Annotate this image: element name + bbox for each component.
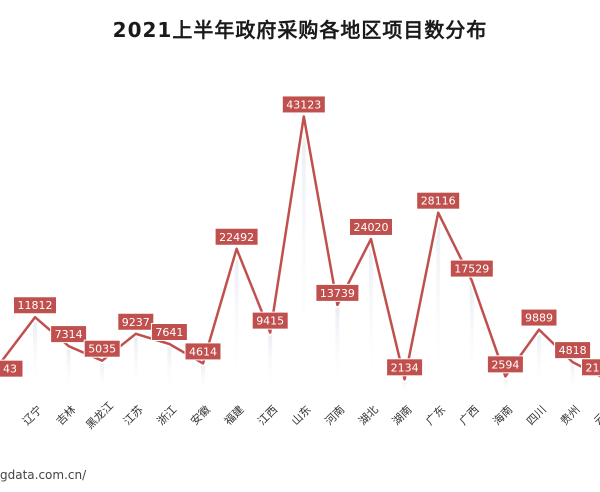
drop-line [301, 116, 306, 394]
data-label: 24020 [349, 217, 393, 236]
data-label: 28116 [416, 191, 461, 210]
x-tick-label: 安徽 [187, 402, 212, 427]
data-label-text: 4818 [559, 344, 587, 357]
x-tick-label: 湖北 [356, 403, 381, 428]
x-tick-label: 四川 [524, 403, 549, 428]
x-tick-label: 河南 [323, 403, 348, 428]
drop-line [100, 360, 105, 393]
series-line [1, 115, 600, 381]
drop-line [33, 317, 37, 393]
data-label: 43123 [281, 95, 326, 114]
data-label-text: 13739 [320, 287, 355, 300]
chart-title: 2021上半年政府采购各地区项目数分布 [112, 18, 488, 42]
x-tick-label: 浙江 [155, 403, 180, 428]
x-tick-label: 云南 [591, 403, 600, 428]
x-tick-label: 吉林 [53, 402, 78, 427]
drop-line [234, 248, 239, 393]
data-label-text: 24020 [354, 221, 389, 234]
data-label: 22492 [214, 227, 259, 246]
x-tick-label: 辽宁 [19, 402, 44, 427]
data-label: 5035 [83, 339, 121, 358]
data-label-text: 11812 [18, 299, 53, 312]
data-label: 9889 [520, 308, 558, 327]
x-tick-label: 江西 [255, 403, 280, 428]
data-label: 9415 [251, 311, 289, 330]
x-tick-label: 湖南 [390, 403, 415, 428]
drop-line [268, 332, 273, 393]
drop-line [167, 343, 172, 393]
drop-line [503, 376, 508, 393]
data-label-text: 17529 [454, 263, 489, 276]
drop-line [66, 346, 71, 393]
drop-line [201, 363, 205, 393]
data-label-text: 9237 [122, 316, 150, 329]
x-tick-label: 福建 [221, 402, 246, 427]
data-label-text: 2594 [491, 358, 519, 371]
x-tick-label: 黑龙江 [83, 399, 116, 432]
data-label: 4614 [184, 342, 222, 361]
x-tick-label: 广东 [423, 403, 448, 428]
drop-line [570, 362, 575, 393]
drop-line [369, 238, 373, 393]
data-label: 7641 [150, 322, 188, 341]
data-label: 2134 [386, 358, 424, 377]
drop-line [133, 333, 138, 393]
data-label-text: 5035 [88, 343, 116, 356]
data-label-text: 7314 [55, 328, 83, 341]
footer-url: gdata.com.cn/ [0, 468, 87, 482]
drop-line [436, 212, 441, 393]
data-label-text: 9889 [525, 312, 553, 325]
data-label-text: 22492 [219, 231, 254, 244]
x-tick-label: 海南 [490, 402, 515, 427]
data-label-text: 2134 [391, 361, 419, 374]
data-label-partial: 43 [0, 359, 24, 378]
data-label: 7314 [50, 325, 88, 344]
data-label: 17529 [449, 259, 494, 278]
data-label: 13739 [315, 283, 360, 302]
x-tick-label: 贵州 [558, 403, 583, 428]
x-tick-label: 江苏 [121, 403, 146, 428]
drop-line [402, 379, 407, 393]
data-label: 9237 [117, 312, 155, 331]
data-label: 214 [581, 358, 600, 377]
data-label-text: 43 [3, 363, 17, 376]
data-label-text: 4614 [189, 345, 217, 358]
x-tick-label: 广西 [457, 403, 482, 428]
data-label-text: 9415 [256, 315, 284, 328]
data-label-text: 43123 [286, 98, 321, 111]
data-label-text: 7641 [155, 326, 183, 339]
data-label: 2594 [486, 355, 524, 374]
data-label: 11812 [13, 296, 57, 315]
drop-line [335, 304, 340, 393]
data-label: 4818 [554, 341, 592, 360]
x-tick-label: 山东 [289, 403, 314, 428]
data-label-text: 214 [586, 361, 600, 374]
drop-line [469, 280, 474, 393]
drop-line [537, 329, 541, 393]
data-label-text: 28116 [421, 195, 456, 208]
